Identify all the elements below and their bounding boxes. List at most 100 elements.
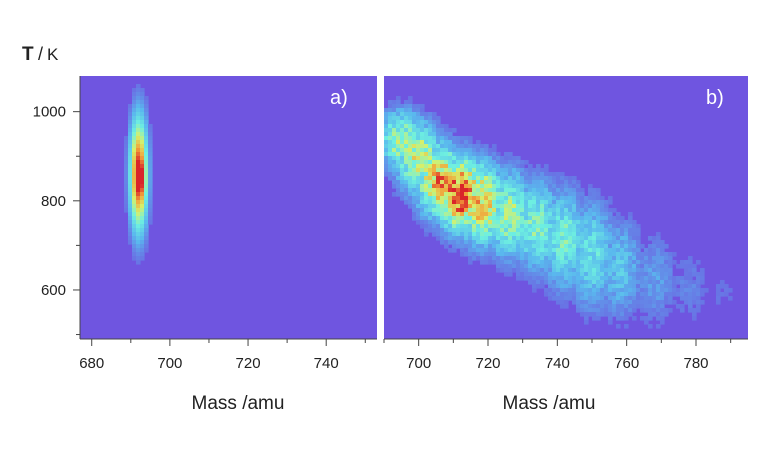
x-tick-label: 720 xyxy=(475,355,500,372)
heatmap-cell xyxy=(608,296,613,301)
heatmap-cell xyxy=(412,144,417,149)
heatmap-cell xyxy=(508,248,513,253)
heatmap-cell xyxy=(400,192,405,197)
heatmap-cell xyxy=(512,260,517,265)
heatmap-cell xyxy=(496,216,501,221)
heatmap-cell xyxy=(568,248,573,253)
heatmap-cell xyxy=(696,304,701,309)
heatmap-cell xyxy=(144,168,149,173)
heatmap-cell xyxy=(440,200,445,205)
heatmap-cell xyxy=(404,124,409,129)
heatmap-cell xyxy=(464,184,469,189)
heatmap-cell xyxy=(460,228,465,233)
heatmap-cell xyxy=(412,120,417,125)
heatmap-cell xyxy=(144,136,149,141)
x-tick-label: 760 xyxy=(614,355,639,372)
heatmap-cell xyxy=(568,236,573,241)
heatmap-cell xyxy=(584,232,589,237)
heatmap-cell xyxy=(604,260,609,265)
heatmap-cell xyxy=(420,204,425,209)
heatmap-cell xyxy=(616,232,621,237)
heatmap-cell xyxy=(412,176,417,181)
heatmap-cell xyxy=(568,212,573,217)
heatmap-cell xyxy=(512,164,517,169)
heatmap-cell xyxy=(444,128,449,133)
heatmap-cell xyxy=(424,232,429,237)
heatmap-cell xyxy=(396,128,401,133)
heatmap-cell xyxy=(464,144,469,149)
heatmap-cell xyxy=(588,192,593,197)
heatmap-cell xyxy=(488,200,493,205)
heatmap-cell xyxy=(408,192,413,197)
heatmap-cell xyxy=(684,272,689,277)
heatmap-cell xyxy=(612,216,617,221)
heatmap-cell xyxy=(448,176,453,181)
heatmap-cell xyxy=(400,116,405,121)
heatmap-cell xyxy=(632,228,637,233)
heatmap-cell xyxy=(436,120,441,125)
heatmap-cell xyxy=(508,176,513,181)
heatmap-cell xyxy=(124,164,129,169)
heatmap-cell xyxy=(492,200,497,205)
heatmap-cell xyxy=(452,232,457,237)
heatmap-cell xyxy=(448,224,453,229)
heatmap-cell xyxy=(404,184,409,189)
heatmap-cell xyxy=(652,312,657,317)
heatmap-cell xyxy=(148,200,153,205)
heatmap-cell xyxy=(432,184,437,189)
heatmap-cell xyxy=(636,260,641,265)
heatmap-cell xyxy=(644,264,649,269)
heatmap-cell xyxy=(412,152,417,157)
heatmap-cell xyxy=(128,216,133,221)
heatmap-cell xyxy=(548,196,553,201)
x-tick-label: 740 xyxy=(545,355,570,372)
heatmap-cell xyxy=(436,172,441,177)
heatmap-cell xyxy=(724,284,729,289)
heatmap-cell xyxy=(392,124,397,129)
heatmap-cell xyxy=(528,256,533,261)
heatmap-cell xyxy=(124,136,129,141)
heatmap-cell xyxy=(604,212,609,217)
panel-a-heatmap-cells xyxy=(124,84,153,265)
heatmap-cell xyxy=(128,140,133,145)
heatmap-cell xyxy=(580,288,585,293)
heatmap-cell xyxy=(588,232,593,237)
heatmap-cell xyxy=(416,220,421,225)
heatmap-cell xyxy=(524,232,529,237)
heatmap-cell xyxy=(540,284,545,289)
heatmap-cell xyxy=(504,272,509,277)
heatmap-cell xyxy=(476,252,481,257)
heatmap-cell xyxy=(524,180,529,185)
heatmap-cell xyxy=(600,256,605,261)
heatmap-cell xyxy=(444,176,449,181)
heatmap-cell xyxy=(496,168,501,173)
heatmap-cell xyxy=(500,248,505,253)
heatmap-cell xyxy=(468,204,473,209)
heatmap-cell xyxy=(440,232,445,237)
heatmap-cell xyxy=(576,296,581,301)
heatmap-cell xyxy=(552,224,557,229)
heatmap-cell xyxy=(604,252,609,257)
heatmap-cell xyxy=(620,276,625,281)
heatmap-cell xyxy=(540,268,545,273)
heatmap-cell xyxy=(480,252,485,257)
heatmap-cell xyxy=(632,224,637,229)
heatmap-cell xyxy=(600,196,605,201)
heatmap-cell xyxy=(468,168,473,173)
heatmap-cell xyxy=(500,256,505,261)
heatmap-cell xyxy=(624,260,629,265)
heatmap-cell xyxy=(408,152,413,157)
heatmap-cell xyxy=(652,264,657,269)
heatmap-cell xyxy=(592,292,597,297)
heatmap-cell xyxy=(544,264,549,269)
heatmap-cell xyxy=(432,204,437,209)
heatmap-cell xyxy=(432,208,437,213)
heatmap-cell xyxy=(420,192,425,197)
heatmap-cell xyxy=(148,220,153,225)
heatmap-cell xyxy=(144,216,149,221)
heatmap-cell xyxy=(408,112,413,117)
heatmap-cell xyxy=(440,196,445,201)
heatmap-cell xyxy=(132,232,137,237)
heatmap-cell xyxy=(476,180,481,185)
heatmap-cell xyxy=(528,212,533,217)
